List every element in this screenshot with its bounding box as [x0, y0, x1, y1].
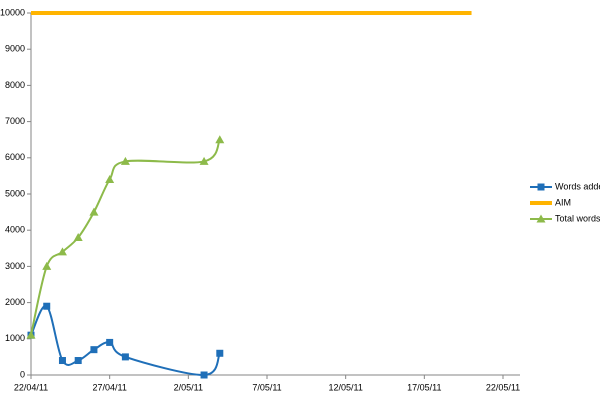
marker [216, 349, 224, 357]
marker [26, 330, 36, 339]
x-tick-label: 2/05/11 [174, 382, 203, 392]
series-line [30, 305, 221, 377]
marker [106, 338, 114, 346]
y-tick-label: 7000 [5, 116, 25, 126]
marker [199, 156, 209, 165]
y-tick-label: 2000 [5, 297, 25, 307]
legend-label: Words added [555, 181, 600, 191]
marker [105, 175, 115, 184]
x-tick-label: 12/05/11 [328, 382, 362, 392]
legend-marker [536, 214, 546, 223]
y-tick-label: 8000 [5, 80, 25, 90]
marker [43, 302, 51, 310]
legend-label: AIM [555, 197, 571, 207]
marker [121, 353, 129, 361]
x-tick-label: 27/04/11 [92, 382, 126, 392]
marker [200, 371, 208, 379]
marker [215, 135, 225, 144]
y-tick-label: 6000 [5, 152, 25, 162]
marker [57, 247, 67, 256]
x-tick-label: 7/05/11 [252, 382, 281, 392]
y-tick-label: 1000 [5, 333, 25, 343]
x-tick-label: 17/05/11 [407, 382, 441, 392]
marker [42, 261, 52, 270]
legend-label: Total words [555, 213, 600, 223]
marker [89, 207, 99, 216]
marker [73, 232, 83, 241]
x-tick-label: 22/04/11 [14, 382, 48, 392]
legend-marker [537, 183, 545, 191]
x-tick-label: 22/05/11 [486, 382, 520, 392]
marker [74, 357, 82, 365]
y-tick-label: 0 [20, 369, 25, 379]
y-tick-label: 5000 [5, 188, 25, 198]
y-tick-label: 3000 [5, 261, 25, 271]
y-tick-label: 10000 [0, 7, 25, 17]
y-tick-label: 4000 [5, 225, 25, 235]
marker [58, 357, 66, 365]
y-tick-label: 9000 [5, 44, 25, 54]
series-line [30, 139, 221, 336]
marker [120, 156, 130, 165]
marker [90, 346, 98, 354]
